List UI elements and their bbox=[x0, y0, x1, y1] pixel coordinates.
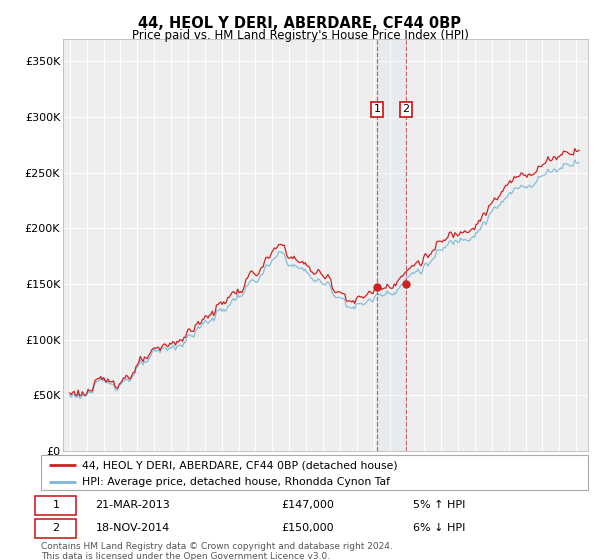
Text: 44, HEOL Y DERI, ABERDARE, CF44 0BP: 44, HEOL Y DERI, ABERDARE, CF44 0BP bbox=[139, 16, 461, 31]
Text: 2: 2 bbox=[402, 104, 409, 114]
Text: 44, HEOL Y DERI, ABERDARE, CF44 0BP (detached house): 44, HEOL Y DERI, ABERDARE, CF44 0BP (det… bbox=[82, 460, 397, 470]
Text: 21-MAR-2013: 21-MAR-2013 bbox=[95, 500, 170, 510]
Text: 18-NOV-2014: 18-NOV-2014 bbox=[95, 523, 170, 533]
Text: 1: 1 bbox=[374, 104, 381, 114]
Text: 6% ↓ HPI: 6% ↓ HPI bbox=[413, 523, 465, 533]
Text: £147,000: £147,000 bbox=[281, 500, 334, 510]
Text: £150,000: £150,000 bbox=[281, 523, 334, 533]
FancyBboxPatch shape bbox=[35, 496, 76, 515]
Text: 5% ↑ HPI: 5% ↑ HPI bbox=[413, 500, 465, 510]
Text: Contains HM Land Registry data © Crown copyright and database right 2024.
This d: Contains HM Land Registry data © Crown c… bbox=[41, 542, 392, 560]
Text: 2: 2 bbox=[52, 523, 59, 533]
Text: 1: 1 bbox=[52, 500, 59, 510]
FancyBboxPatch shape bbox=[35, 519, 76, 538]
Text: HPI: Average price, detached house, Rhondda Cynon Taf: HPI: Average price, detached house, Rhon… bbox=[82, 477, 390, 487]
Bar bbox=[377, 39, 406, 451]
Text: Price paid vs. HM Land Registry's House Price Index (HPI): Price paid vs. HM Land Registry's House … bbox=[131, 29, 469, 42]
